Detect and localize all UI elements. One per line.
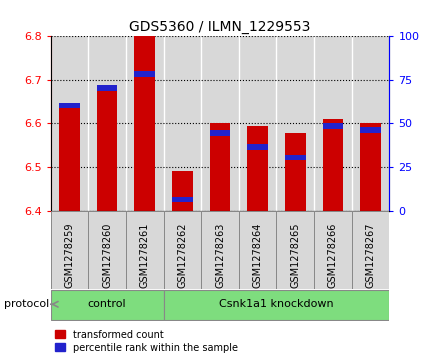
Bar	[201, 211, 239, 289]
Bar	[209, 130, 231, 136]
Text: GSM1278266: GSM1278266	[328, 222, 338, 287]
Text: GSM1278263: GSM1278263	[215, 222, 225, 287]
Bar	[352, 211, 389, 289]
Bar	[97, 85, 117, 91]
Bar	[247, 144, 268, 150]
Bar	[360, 127, 381, 132]
Bar	[239, 211, 276, 289]
Text: GSM1278264: GSM1278264	[253, 222, 263, 287]
Text: GSM1278267: GSM1278267	[366, 222, 376, 288]
Bar	[285, 133, 306, 211]
Bar	[285, 155, 306, 160]
Bar	[172, 197, 193, 202]
Bar	[51, 211, 88, 289]
Bar	[323, 119, 343, 211]
Bar	[276, 211, 314, 289]
Text: protocol: protocol	[4, 299, 50, 309]
Bar	[134, 36, 155, 211]
Bar	[247, 126, 268, 211]
Text: GSM1278261: GSM1278261	[140, 222, 150, 287]
Bar	[360, 123, 381, 211]
Bar	[134, 71, 155, 77]
Text: GSM1278262: GSM1278262	[177, 222, 187, 288]
Bar	[88, 211, 126, 289]
Text: GSM1278265: GSM1278265	[290, 222, 300, 288]
Legend: transformed count, percentile rank within the sample: transformed count, percentile rank withi…	[55, 330, 238, 353]
Bar	[172, 171, 193, 211]
Bar	[97, 86, 117, 211]
Bar	[209, 123, 231, 211]
Bar	[51, 290, 164, 319]
Title: GDS5360 / ILMN_1229553: GDS5360 / ILMN_1229553	[129, 20, 311, 34]
Bar	[323, 123, 343, 129]
Bar	[164, 290, 389, 319]
Text: Csnk1a1 knockdown: Csnk1a1 knockdown	[219, 299, 334, 309]
Bar	[164, 211, 201, 289]
Bar	[59, 102, 80, 108]
Text: GSM1278259: GSM1278259	[64, 222, 74, 288]
Bar	[59, 106, 80, 211]
Text: GSM1278260: GSM1278260	[102, 222, 112, 287]
Text: control: control	[88, 299, 126, 309]
Bar	[314, 211, 352, 289]
Bar	[126, 211, 164, 289]
